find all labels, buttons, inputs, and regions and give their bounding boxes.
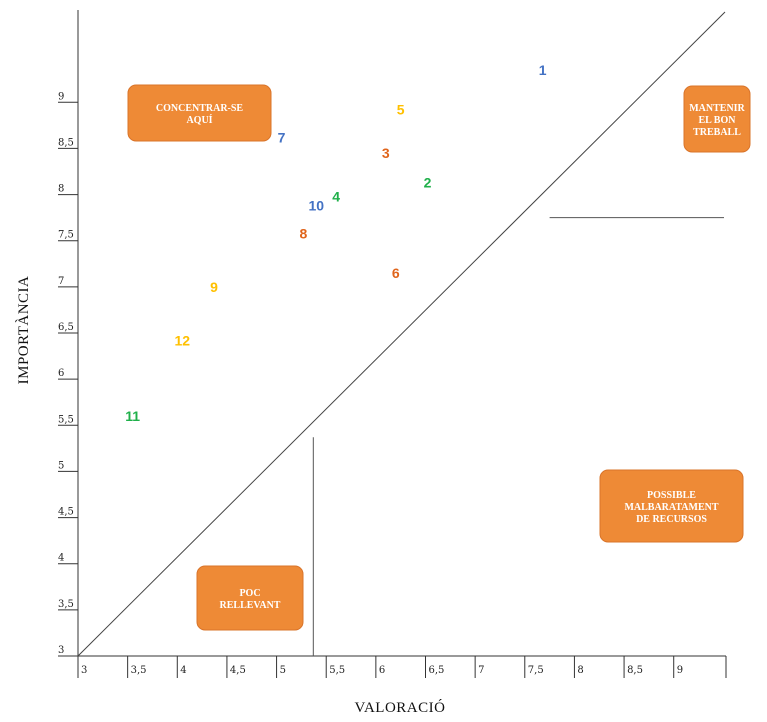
x-tick-label: 4,5 (230, 665, 246, 676)
data-point-label: 2 (424, 175, 432, 191)
zone-label: POSSIBLE (647, 490, 696, 501)
y-tick-label: 4 (58, 553, 64, 564)
y-tick-label: 4,5 (58, 507, 74, 518)
y-tick-label: 5,5 (58, 414, 74, 425)
zone-label: MANTENIR (689, 103, 745, 114)
y-tick-label: 9 (58, 91, 64, 102)
zone-label: POC (239, 588, 260, 599)
y-tick-label: 7,5 (58, 230, 74, 241)
y-tick-label: 3,5 (58, 599, 74, 610)
zone-label: EL BON (699, 115, 737, 126)
zone-label: DE RECURSOS (636, 514, 707, 525)
data-point-label: 1 (539, 62, 547, 78)
x-tick-label: 6,5 (429, 665, 445, 676)
data-point-label: 6 (392, 265, 400, 281)
x-tick-label: 5 (280, 665, 286, 676)
data-point-label: 10 (308, 198, 324, 214)
x-tick-label: 3 (81, 665, 87, 676)
x-axis-title: VALORACIÓ (355, 699, 446, 716)
data-point-label: 11 (125, 408, 140, 424)
data-point-label: 9 (210, 279, 218, 295)
zone-rect (683, 85, 751, 153)
data-point-label: 7 (278, 129, 286, 145)
x-tick-label: 4 (180, 665, 186, 676)
y-tick-label: 6,5 (58, 322, 74, 333)
y-tick-label: 6 (58, 368, 64, 379)
zone-label: MALBARATAMENT (624, 502, 718, 513)
zone-rect (196, 565, 304, 631)
y-tick-label: 3 (58, 645, 64, 656)
x-tick-label: 3,5 (131, 665, 147, 676)
data-point-label: 8 (299, 225, 307, 241)
zone-rect (127, 84, 272, 142)
data-point-label: 3 (382, 145, 390, 161)
x-tick-label: 8,5 (627, 665, 643, 676)
y-tick-label: 8,5 (58, 137, 74, 148)
zone-label: CONCENTRAR-SE (156, 103, 244, 114)
y-axis-title: IMPORTÀNCIA (15, 276, 32, 385)
x-tick-label: 7,5 (528, 665, 544, 676)
data-point-label: 4 (332, 188, 340, 204)
guide-lines-group (77, 11, 726, 657)
zone-rect (599, 469, 744, 543)
y-tick-label: 5 (58, 460, 64, 471)
x-tick-label: 6 (379, 665, 385, 676)
zone-label: TREBALL (693, 127, 741, 138)
axes-group: 3 3,5 4 4,5 5 5,5 6 6,5 7 7,5 8 8,5 9 3 3,5 4 4,5 5 5,5 6 6,… (58, 10, 727, 678)
y-tick-label: 7 (58, 276, 64, 287)
x-tick-label: 7 (478, 665, 484, 676)
x-tick-label: 8 (577, 665, 583, 676)
zone-label: AQUÍ (186, 114, 212, 126)
data-point-label: 5 (397, 102, 405, 118)
y-tick-label: 8 (58, 184, 64, 195)
x-tick-label: 5,5 (329, 665, 345, 676)
data-point-label: 12 (174, 332, 190, 348)
zone-label: RELLEVANT (220, 600, 281, 611)
diagonal-line (77, 11, 726, 657)
x-tick-label: 9 (677, 665, 683, 676)
